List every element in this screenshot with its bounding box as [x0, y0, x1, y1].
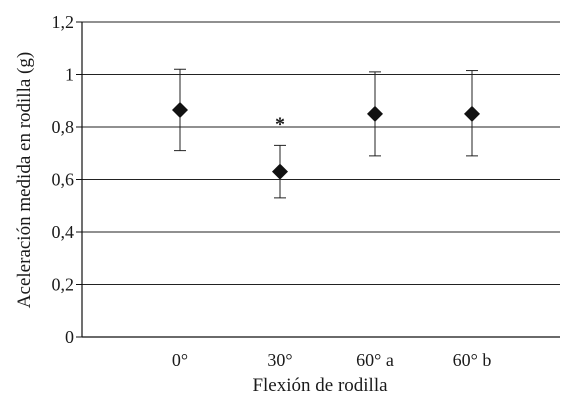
data-point-marker: [272, 163, 288, 180]
y-tick-label: 0,6: [52, 170, 75, 190]
x-tick-label: 30°: [267, 350, 292, 370]
data-point-marker: [367, 105, 383, 122]
y-axis-label: Aceleración medida en rodilla (g): [14, 52, 35, 308]
x-tick-labels: 0° 30° 60° a 60° b: [172, 350, 491, 370]
y-tick-label: 0,8: [52, 117, 75, 137]
x-tick-label: 0°: [172, 350, 188, 370]
axes: [76, 21, 560, 338]
y-tick-label: 1: [65, 65, 74, 85]
y-tick-label: 0,4: [52, 222, 75, 242]
significance-asterisk: *: [275, 113, 285, 135]
y-tick-label: 0,2: [52, 275, 75, 295]
gridlines: [82, 21, 560, 285]
y-tick-label: 0: [65, 327, 74, 347]
x-tick-label: 60° a: [356, 350, 394, 370]
data-point-marker: [464, 105, 480, 122]
x-axis-label: Flexión de rodilla: [252, 375, 388, 396]
y-tick-labels: 0 0,2 0,4 0,6 0,8 1 1,2: [52, 12, 75, 347]
data-markers: [172, 101, 480, 180]
data-point-marker: [172, 101, 188, 118]
y-tick-label: 1,2: [52, 12, 75, 32]
x-tick-label: 60° b: [453, 350, 492, 370]
annotations: *: [275, 113, 285, 135]
